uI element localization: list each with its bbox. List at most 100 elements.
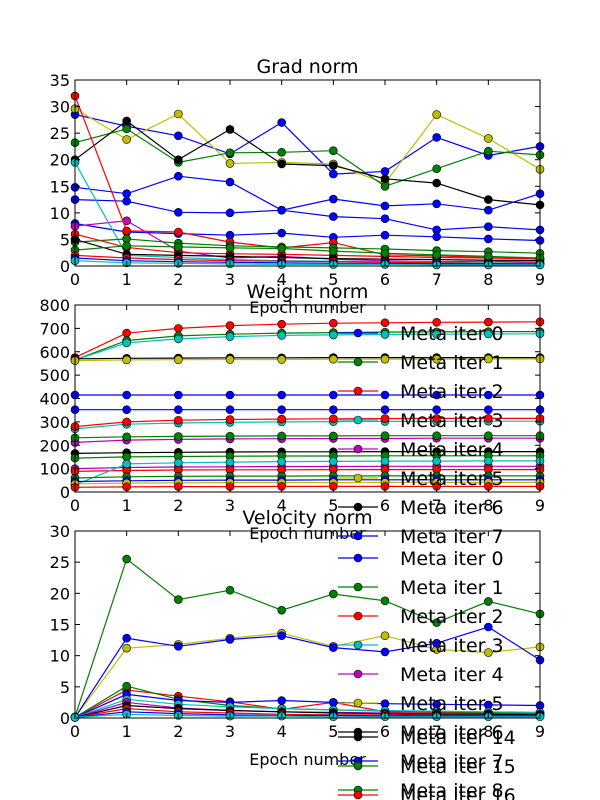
chart-title: Grad norm	[257, 56, 359, 78]
series-0-point-5	[329, 318, 338, 328]
series-13-point-4	[277, 244, 286, 253]
legend-marker	[353, 553, 363, 563]
series-14-line	[74, 254, 540, 264]
series-8-point-2	[174, 227, 183, 237]
legend: Meta iter 0 Meta iter 1 Meta iter 2 Meta it…	[338, 548, 516, 800]
legend-marker	[353, 357, 363, 367]
series-0-point-5	[329, 169, 338, 179]
series-5-point-4	[277, 696, 286, 705]
series-2-point-3	[225, 148, 235, 158]
series-3-point-3	[225, 125, 235, 134]
series-2-point-6	[380, 330, 390, 339]
y-tick-label: 20	[50, 151, 70, 170]
x-tick-label: 1	[122, 496, 132, 515]
series-4-point-6	[380, 201, 390, 211]
series-4-point-8	[484, 205, 493, 215]
series-2-point-1	[122, 633, 131, 643]
series-0-point-6	[380, 167, 390, 176]
series-11-line	[74, 233, 541, 260]
series-14	[70, 465, 545, 476]
x-tick-label: 5	[328, 270, 338, 289]
series-6-point-7	[432, 405, 441, 415]
series-3-line	[74, 120, 541, 206]
y-tick-label: 500	[39, 366, 70, 385]
series-5-line	[74, 199, 541, 231]
legend-entry-extra-0: Meta iter 14	[338, 727, 516, 749]
legend-entry-0: Meta iter 0	[338, 323, 504, 345]
legend-marker	[353, 328, 363, 338]
series-1-point-1	[122, 643, 131, 653]
series-5-point-2	[174, 208, 183, 217]
series-0-point-2	[174, 324, 183, 333]
series-4-point-3	[225, 355, 235, 364]
series-4-point-1	[122, 681, 131, 691]
series-2-point-7	[432, 164, 441, 174]
series-3-point-4	[277, 159, 286, 169]
series-2-point-1	[122, 124, 131, 134]
series-6-point-6	[380, 230, 390, 240]
series-13-point-2	[174, 242, 183, 252]
legend-marker	[353, 732, 363, 742]
series-10-line	[74, 711, 540, 718]
series-6-point-4	[277, 405, 286, 415]
legend-entry-extra-2: Meta iter 16	[338, 785, 516, 800]
series-13-point-7	[432, 250, 441, 260]
series-0-point-3	[225, 321, 235, 330]
x-tick-label: 0	[70, 722, 80, 741]
legend-entry-0: Meta iter 0	[338, 548, 504, 570]
series-5-point-3	[225, 390, 235, 400]
series-12-line	[74, 238, 541, 262]
series-5-point-8	[484, 222, 493, 231]
x-tick-label: 9	[535, 496, 545, 515]
series-0-point-1	[122, 554, 131, 564]
legend-marker	[353, 761, 363, 771]
legend-entry-1: Meta iter 1	[338, 352, 504, 374]
legend-entry-5: Meta iter 5	[338, 693, 504, 715]
y-tick-label: 300	[39, 413, 70, 432]
series-1-line	[74, 632, 541, 718]
series-0-point-6	[380, 596, 390, 606]
axes-frame	[74, 79, 541, 267]
series-4-point-7	[432, 199, 441, 209]
plot-area	[70, 317, 545, 492]
series-8-line	[74, 704, 541, 718]
series-2-point-5	[329, 330, 338, 340]
x-tick-label: 9	[535, 722, 545, 741]
chart-title: Weight norm	[247, 281, 369, 303]
series-3-point-8	[484, 195, 493, 204]
series-10-point-8	[484, 431, 493, 440]
series-0-line	[74, 113, 541, 175]
chart-title: Velocity norm	[242, 507, 372, 529]
series-2	[70, 622, 545, 722]
series-13-line	[74, 465, 540, 470]
x-tick-label: 2	[173, 722, 183, 741]
series-1-line	[74, 331, 540, 361]
series-10-point-2	[174, 432, 183, 441]
series-0	[70, 317, 545, 362]
y-tick-label: 5	[60, 678, 70, 697]
series-8-point-4	[277, 414, 286, 424]
series-0-point-7	[432, 317, 441, 327]
legend-label: Meta iter 14	[400, 727, 516, 749]
series-1-point-6	[380, 631, 390, 641]
series-4-line	[74, 175, 541, 211]
legend-label: Meta iter 2	[400, 381, 504, 403]
series-2-point-4	[277, 331, 286, 340]
series-10-point-1	[122, 432, 131, 442]
legend-marker	[353, 611, 363, 621]
legend-entry-1: Meta iter 1	[338, 577, 504, 599]
x-tick-label: 3	[225, 270, 235, 289]
x-tick-label: 6	[380, 270, 390, 289]
legend-marker	[353, 502, 363, 512]
series-4-point-5	[329, 354, 338, 364]
legend-entry-8: Meta iter 8	[338, 780, 504, 800]
series-6	[70, 405, 545, 415]
y-tick-label: 10	[50, 204, 70, 223]
y-tick-label: 30	[50, 522, 70, 541]
x-tick-label: 4	[277, 496, 287, 515]
series-14-line	[74, 469, 540, 472]
series-4-point-6	[380, 354, 390, 364]
x-tick-label: 0	[70, 270, 80, 289]
series-2-point-5	[329, 643, 338, 652]
